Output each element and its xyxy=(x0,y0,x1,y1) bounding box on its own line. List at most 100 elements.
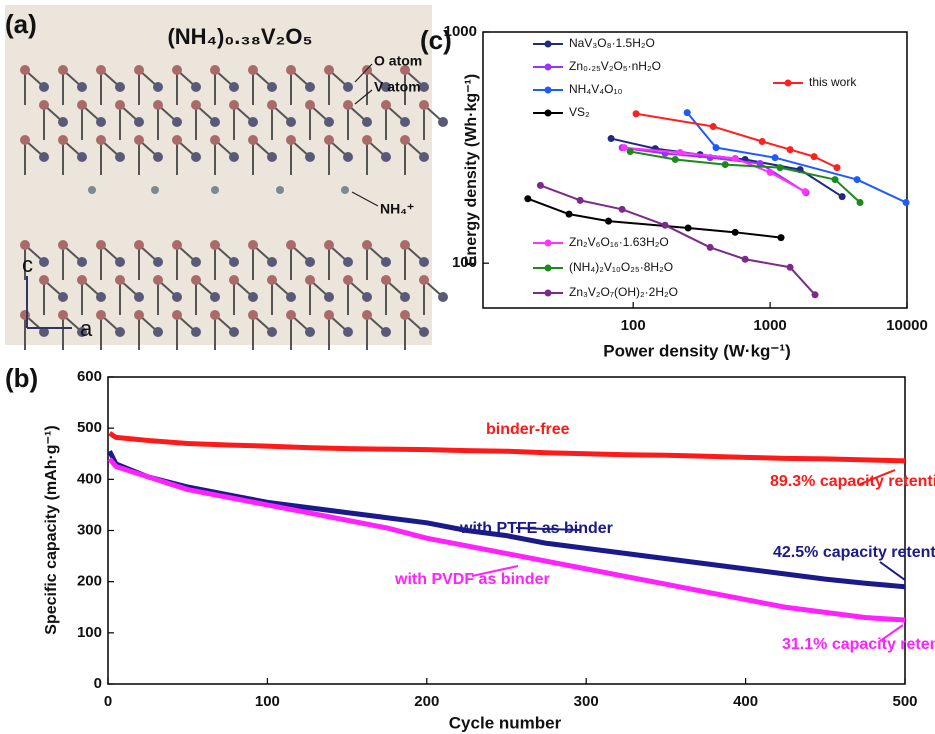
data-point xyxy=(619,206,626,213)
v-atom xyxy=(77,257,87,267)
legend-label: NaV₃O₈·1.5H₂O xyxy=(569,36,655,50)
annotation: 31.1% capacity retention xyxy=(782,636,935,653)
v-atom xyxy=(438,117,448,127)
v-atom xyxy=(172,117,182,127)
series-line xyxy=(528,199,781,238)
data-point xyxy=(759,138,766,145)
data-point xyxy=(662,222,669,229)
data-point xyxy=(787,264,794,271)
o-atom xyxy=(20,240,30,250)
v-atom xyxy=(210,292,220,302)
o-atom xyxy=(324,310,334,320)
data-point xyxy=(684,109,691,116)
o-atom xyxy=(77,100,87,110)
data-point xyxy=(732,155,739,162)
data-point xyxy=(767,169,774,176)
v-atom xyxy=(39,82,49,92)
nh4-ion xyxy=(88,186,96,194)
v-atom xyxy=(381,327,391,337)
o-atom xyxy=(305,275,315,285)
o-atom xyxy=(248,240,258,250)
v-atom xyxy=(400,117,410,127)
o-atom xyxy=(324,65,334,75)
formula: (NH₄)₀.₃₈V₂O₅ xyxy=(167,24,312,49)
o-atom xyxy=(381,100,391,110)
data-point xyxy=(710,123,717,130)
o-atom xyxy=(419,100,429,110)
annotation: 42.5% capacity retention xyxy=(773,544,935,561)
v-atom xyxy=(267,327,277,337)
v-atom xyxy=(248,292,258,302)
o-atom xyxy=(286,135,296,145)
nh4-ion xyxy=(341,186,349,194)
v-atom xyxy=(343,152,353,162)
o-atom xyxy=(58,65,68,75)
o-atom xyxy=(58,310,68,320)
data-point xyxy=(812,291,819,298)
y-tick-label: 200 xyxy=(77,573,102,590)
legend-marker xyxy=(545,41,552,48)
v-atom xyxy=(115,257,125,267)
legend-label: NH₄V₄O₁₀ xyxy=(569,82,623,96)
data-point xyxy=(621,144,628,151)
data-point xyxy=(627,148,634,155)
v-atom xyxy=(229,82,239,92)
v-atom xyxy=(115,82,125,92)
o-atom xyxy=(39,275,49,285)
o-atom xyxy=(134,240,144,250)
legend-marker xyxy=(545,87,552,94)
data-point xyxy=(685,224,692,231)
o-atom xyxy=(324,240,334,250)
v-atom xyxy=(229,152,239,162)
y-tick-label: 300 xyxy=(77,521,102,538)
o-atom xyxy=(115,100,125,110)
o-atom xyxy=(134,310,144,320)
y-axis-label: Energy density (Wh·kg⁻¹) xyxy=(463,74,480,266)
annotation: 89.3% capacity retention xyxy=(770,473,935,490)
v-atom xyxy=(229,327,239,337)
o-atom xyxy=(343,275,353,285)
x-tick-label: 10000 xyxy=(886,317,928,334)
o-atom xyxy=(362,135,372,145)
o-atom xyxy=(58,240,68,250)
data-point xyxy=(524,195,531,202)
data-point xyxy=(713,144,720,151)
data-point xyxy=(677,149,684,156)
x-tick-label: 400 xyxy=(733,693,758,710)
o-atom xyxy=(210,310,220,320)
o-atom xyxy=(191,100,201,110)
o-atom xyxy=(381,275,391,285)
data-point xyxy=(537,182,544,189)
atom-label: O atom xyxy=(374,53,422,69)
data-point xyxy=(833,164,840,171)
y-tick-label: 100 xyxy=(77,624,102,641)
v-atom xyxy=(267,152,277,162)
panel-label: (b) xyxy=(5,363,38,393)
v-atom xyxy=(305,152,315,162)
o-atom xyxy=(77,275,87,285)
o-atom xyxy=(400,310,410,320)
data-point xyxy=(854,176,861,183)
x-tick-label: 100 xyxy=(255,693,280,710)
data-point xyxy=(707,244,714,251)
v-atom xyxy=(438,292,448,302)
data-point xyxy=(811,153,818,160)
v-atom xyxy=(286,292,296,302)
nh4-ion xyxy=(151,186,159,194)
o-atom xyxy=(210,65,220,75)
o-atom xyxy=(324,135,334,145)
data-point xyxy=(777,164,784,171)
panel-label: (a) xyxy=(5,9,37,39)
v-atom xyxy=(381,152,391,162)
data-point xyxy=(633,110,640,117)
legend-marker xyxy=(785,80,792,87)
v-atom xyxy=(305,327,315,337)
series-line xyxy=(110,451,905,587)
x-tick-label: 300 xyxy=(574,693,599,710)
y-tick-label: 600 xyxy=(77,368,102,385)
data-point xyxy=(605,218,612,225)
o-atom xyxy=(400,135,410,145)
atom-label: V atom xyxy=(374,79,421,95)
legend-marker xyxy=(545,110,552,117)
v-atom xyxy=(343,257,353,267)
